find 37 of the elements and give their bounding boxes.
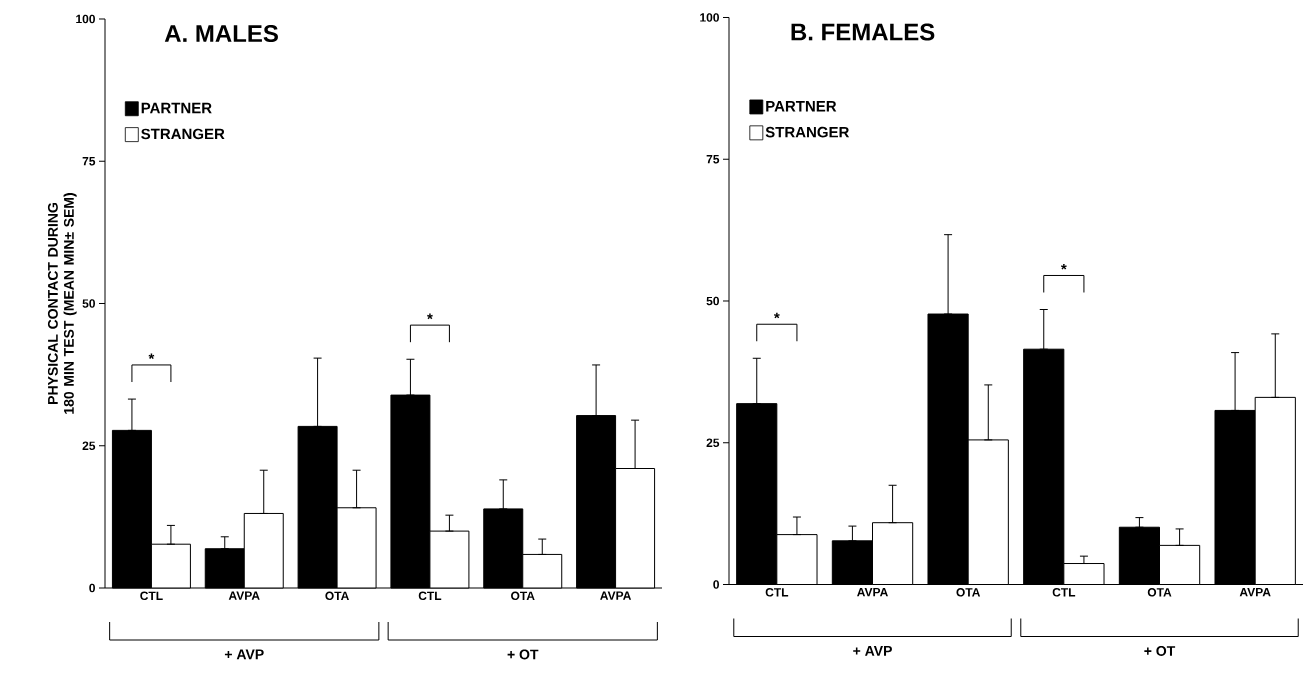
legend-label: PARTNER	[141, 102, 212, 114]
y-tick-label: 50	[82, 299, 95, 308]
text: + AVP	[224, 649, 264, 660]
x-tick-label: CTL	[140, 591, 163, 601]
x-tick-label: AVPA	[857, 588, 888, 597]
x-tick-label: CTL	[765, 588, 789, 597]
y-tick-label: 50	[706, 296, 719, 306]
y-tick-label: 75	[706, 155, 720, 164]
text: + AVP	[853, 646, 892, 656]
x-tick-label: AVPA	[600, 591, 632, 600]
x-tick-label: OTA	[956, 588, 981, 597]
y-tick-label: 25	[82, 441, 96, 450]
legend-label: STRANGER	[765, 126, 850, 138]
x-tick-label: OTA	[511, 591, 535, 601]
x-tick-label: AVPA	[228, 591, 260, 600]
y-tick-label: 100	[76, 14, 95, 24]
x-tick-label: CTL	[1052, 588, 1076, 597]
y-tick-label: 100	[700, 13, 719, 22]
annotation: *	[773, 312, 780, 319]
x-tick-label: AVPA	[1239, 588, 1271, 597]
annotation: *	[427, 313, 433, 320]
chart-title: A. MALES	[164, 25, 278, 43]
x-tick-label: CTL	[418, 591, 442, 601]
y-tick-label: 0	[713, 580, 719, 589]
y-axis-title: PHYSICAL CONTACT DURING 180 MIN TEST (MEAN MIN± SEM)	[47, 193, 77, 414]
annotation: *	[1060, 263, 1067, 270]
x-tick-label: OTA	[325, 591, 349, 601]
legend-label: PARTNER	[766, 101, 837, 112]
y-tick-label: 75	[82, 157, 96, 166]
chart-title: B. FEMALES	[791, 23, 935, 41]
legend-label: STRANGER	[141, 128, 225, 140]
y-tick-label: 25	[706, 438, 720, 447]
y-tick-label: 0	[89, 583, 95, 593]
annotation: *	[148, 353, 155, 360]
x-tick-label: OTA	[1147, 588, 1172, 597]
text: + OT	[507, 649, 539, 660]
text: + OT	[1144, 646, 1176, 656]
